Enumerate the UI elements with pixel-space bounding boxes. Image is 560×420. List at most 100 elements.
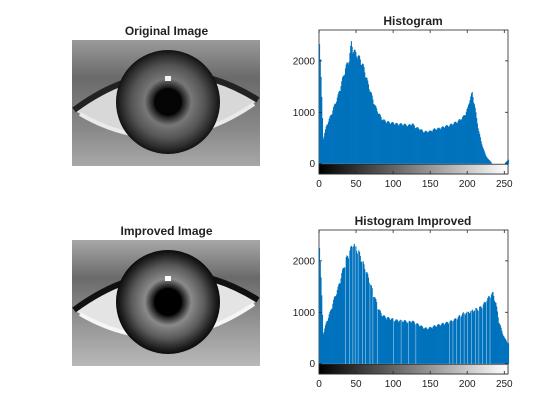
histogram-improved-bar: [470, 311, 472, 364]
histogram-bar: [350, 45, 352, 164]
histogram-improved-bar: [392, 318, 394, 364]
histogram-bar: [476, 117, 478, 164]
histogram-improved-bar: [337, 286, 339, 364]
histogram-bar: [387, 121, 389, 164]
histogram-improved-bar: [410, 322, 412, 364]
histogram-improved-bar: [493, 295, 495, 364]
histogram-bar: [470, 96, 472, 164]
histogram-improved-bar: [403, 320, 405, 364]
histogram-x-tick-label: 250: [496, 179, 513, 190]
histogram-improved-bar: [368, 282, 370, 364]
histogram-improved-bar: [370, 284, 372, 364]
histogram-bar: [485, 154, 487, 164]
histogram-improved-bar: [441, 323, 443, 364]
histogram-improved-bar: [453, 320, 455, 364]
histogram-bar: [447, 126, 450, 164]
histogram-bar: [394, 124, 396, 164]
histogram-improved-bar: [413, 321, 415, 364]
histogram-improved-bar: [473, 312, 475, 364]
histogram-bar: [332, 110, 334, 164]
histogram-bar: [407, 125, 410, 164]
histogram-improved-bar: [322, 334, 324, 364]
histogram-improved-bar: [334, 296, 336, 364]
histogram-bar: [361, 64, 363, 164]
histogram-improved-bar: [505, 339, 507, 364]
histogram-bar: [449, 124, 451, 164]
histogram-improved-bar: [381, 315, 383, 364]
histogram-bar: [459, 119, 461, 164]
histogram-improved-x-tick-label: 100: [385, 379, 402, 390]
histogram-improved-bar: [344, 267, 346, 364]
histogram-bar: [402, 125, 404, 164]
histogram-bar: [423, 132, 425, 164]
histogram-improved-bar: [422, 328, 424, 364]
histogram-bar: [347, 64, 349, 164]
histogram-bar: [446, 125, 448, 164]
histogram-bar: [341, 81, 343, 164]
histogram-improved-bar: [476, 308, 478, 364]
histogram-bar: [408, 124, 410, 164]
histogram-bar: [506, 160, 508, 164]
histogram-bar: [383, 119, 385, 164]
histogram-improved-bar: [445, 322, 447, 364]
histogram-bar: [362, 64, 364, 164]
histogram-improved-bar: [465, 315, 467, 364]
histogram-bar: [471, 92, 473, 164]
histogram-bar: [324, 129, 327, 164]
histogram-bar: [442, 126, 444, 164]
histogram-improved-bar: [387, 317, 389, 364]
histogram-improved-bar: [479, 306, 481, 364]
histogram-improved-bar: [378, 309, 380, 364]
histogram-improved-bar: [464, 313, 466, 364]
histogram-improved-bar: [436, 325, 438, 364]
histogram-bar: [390, 124, 392, 164]
histogram-bar: [343, 75, 345, 164]
histogram-improved-bar: [493, 300, 496, 364]
histogram-improved-bar: [356, 250, 358, 364]
histogram-bar: [321, 118, 324, 164]
histogram-bar: [336, 101, 338, 164]
histogram-improved-bar: [433, 325, 435, 364]
histogram-bar: [472, 97, 474, 164]
histogram-bar: [413, 124, 415, 164]
histogram-improved-bar: [456, 319, 458, 364]
histogram-improved-bar: [359, 255, 361, 364]
histogram-bar: [484, 152, 486, 164]
histogram-bar: [476, 123, 478, 164]
histogram-bar: [427, 132, 430, 164]
histogram-bar: [357, 56, 359, 164]
histogram-improved-bar: [353, 246, 355, 364]
histogram-bar: [435, 129, 437, 164]
histogram-bar: [391, 121, 393, 164]
title-histogram: Histogram: [383, 14, 443, 28]
histogram-bar: [478, 131, 480, 164]
title-improved-image: Improved Image: [120, 224, 213, 238]
histogram-bar: [451, 124, 453, 164]
histogram-bar: [384, 119, 386, 164]
histogram-bar: [351, 46, 353, 164]
histogram-improved-bar: [386, 318, 388, 364]
histogram-bar: [459, 119, 461, 164]
histogram-improved-bar: [468, 313, 470, 364]
histogram-improved-bar: [481, 308, 483, 364]
histogram-bar: [420, 129, 422, 164]
histogram-bar: [319, 59, 321, 164]
histogram-bar: [473, 102, 475, 164]
histogram-bar: [483, 150, 485, 164]
histogram-bar: [416, 127, 418, 164]
histogram-bar: [356, 56, 358, 164]
histogram-improved-bar: [375, 299, 377, 364]
histogram-improved-bar: [341, 273, 343, 364]
histogram-bar: [369, 91, 371, 164]
histogram-bar: [473, 104, 475, 164]
histogram-bar: [333, 106, 335, 164]
histogram-improved-bar: [500, 327, 502, 364]
histogram-improved-bar: [458, 315, 460, 364]
histogram-bar: [453, 123, 455, 164]
histogram-improved-bar: [498, 322, 500, 364]
histogram-improved-bar: [471, 309, 473, 364]
histogram-improved-bar: [488, 296, 490, 364]
histogram-improved-bar: [359, 251, 361, 364]
histogram-bar: [414, 127, 416, 164]
histogram-improved-bar: [366, 272, 368, 364]
